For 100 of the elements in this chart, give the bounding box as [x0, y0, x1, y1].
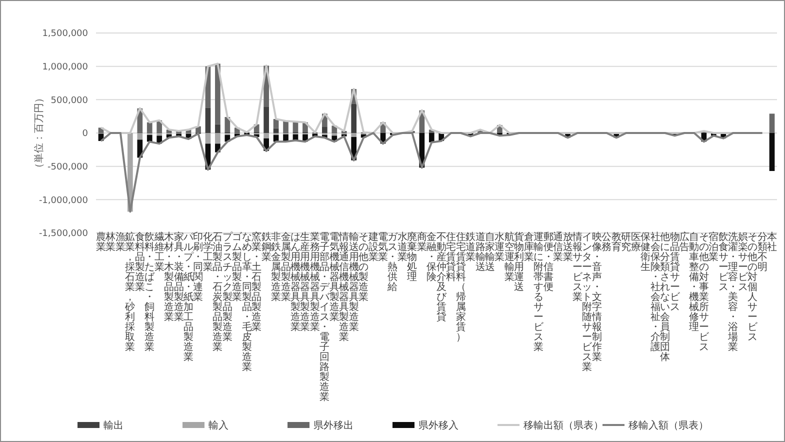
- category-label: 情報通信機械器具製造業: [339, 232, 350, 343]
- x-tick-label: 医療: [630, 232, 641, 253]
- category-label: その他の対事業所サービス: [698, 232, 709, 353]
- x-tick-label: 娯楽サービス: [738, 232, 749, 293]
- bar: [273, 128, 279, 133]
- x-tick-label: 住宅賃貸料: [446, 232, 456, 283]
- bar: [769, 114, 775, 133]
- category-label: 不動産仲介及び賃貸: [436, 232, 446, 323]
- category-label: 鉱業，採石業，砂利採取業: [125, 232, 136, 353]
- bar: [146, 122, 152, 132]
- x-tick-label: 研究: [621, 232, 632, 253]
- bar: [215, 133, 220, 144]
- bar: [351, 133, 357, 137]
- category-label: 自動車整備・機械修理: [689, 232, 700, 333]
- x-tick-label: 保健衛生: [640, 232, 651, 273]
- bar: [156, 133, 162, 136]
- bar: [215, 124, 220, 133]
- line-series: [100, 132, 764, 213]
- x-tick-label: 倉庫業: [524, 231, 534, 263]
- bar: [351, 104, 357, 133]
- category-label: 電子部品・デバイス・電子回路製造業: [320, 232, 330, 403]
- y-tick-label: -1,000,000: [38, 196, 88, 206]
- category-label: 輸送用機械器具製造業: [348, 232, 359, 333]
- category-label: はん用機械器具製造業: [290, 232, 300, 333]
- legend-label: 移輸入額（県表）: [628, 420, 708, 432]
- bar: [205, 108, 211, 133]
- y-tick-label: -500,000: [48, 162, 88, 172]
- x-tick-label: 林業: [104, 231, 116, 253]
- category-label: 運輸に附帯するサービス業: [534, 232, 544, 353]
- legend-label: 県外移出: [314, 420, 354, 432]
- y-axis-title: （単位：百万円）: [33, 93, 45, 173]
- category-label: なめし革・同製品・毛皮製造業: [242, 232, 252, 373]
- category-label: プラスチック製品製造業: [222, 232, 232, 343]
- category-label: 業務用機械器具製造業: [310, 232, 320, 333]
- y-tick-label: 1,000,000: [42, 62, 88, 72]
- category-label: その他の対個人サービス: [748, 232, 758, 343]
- x-tick-label: 宿泊業: [708, 231, 719, 263]
- legend-label: 輸出: [104, 420, 124, 432]
- y-tick-label: 500,000: [50, 96, 88, 106]
- legend-label: 移輸出額（県表）: [524, 420, 604, 432]
- x-tick-label: 広告: [679, 231, 690, 253]
- bar: [264, 133, 269, 138]
- x-tick-label: 郵便・信書便: [543, 231, 554, 293]
- category-label: 家具・装備品製造業: [174, 232, 184, 323]
- legend-label: 輸入: [208, 420, 228, 432]
- bar: [769, 133, 775, 171]
- x-tick-label: 金属製品製造業: [280, 231, 291, 303]
- x-tick-label: 水道業: [397, 231, 408, 263]
- x-tick-label: 建設業: [367, 231, 378, 263]
- bar: [205, 133, 211, 144]
- x-tick-label: 印刷・同関連業: [193, 231, 204, 303]
- x-tick-label: ガス・熱供給: [386, 232, 399, 293]
- category-label: 木材・木製品製造業: [164, 232, 174, 323]
- x-tick-label: 化学工業: [202, 231, 213, 273]
- x-tick-label: 繊維工業: [153, 231, 164, 273]
- bar: [332, 133, 338, 136]
- bar: [283, 121, 288, 132]
- x-tick-label: 水運業: [494, 231, 505, 263]
- y-tick-label: 1,500,000: [42, 29, 88, 40]
- x-tick-label: 電気業: [378, 232, 388, 263]
- x-tick-label: 自家輸送: [484, 231, 495, 273]
- category-label: 飲料・たばこ・飼料製造業: [144, 232, 155, 353]
- category-label: 窯業・土石製品製造業: [252, 232, 262, 333]
- category-label: 映像・音声・文字情報制作業: [592, 232, 602, 363]
- x-tick-label: 鉄道業: [466, 231, 476, 263]
- bar: [264, 107, 269, 133]
- x-tick-label: 鉄鋼業: [261, 231, 272, 263]
- x-tick-label: 飲食サービス: [718, 232, 730, 293]
- x-tick-label: 非鉄金属製造業: [271, 231, 282, 303]
- category-label: 石油製品・石炭製品製造業: [212, 232, 223, 353]
- x-tick-label: 金融・保険: [426, 231, 437, 283]
- x-tick-label: その他の製造業: [358, 232, 369, 303]
- x-tick-label: 航空運輸業: [504, 231, 514, 283]
- x-tick-label: 物品賃貸サービス: [670, 232, 681, 313]
- bar: [137, 140, 143, 158]
- x-tick-label: 公務: [602, 231, 612, 253]
- x-tick-label: 廃棄物処理: [407, 231, 418, 283]
- y-tick-label: 0: [82, 129, 88, 140]
- bar: [428, 133, 434, 142]
- x-tick-label: 漁業: [115, 231, 126, 253]
- bar: [224, 117, 230, 132]
- bar: [322, 127, 328, 133]
- bar: [146, 135, 152, 142]
- x-tick-label: 商業: [416, 231, 427, 253]
- x-tick-label: 分類不明: [757, 231, 768, 273]
- x-tick-label: 放送業: [562, 232, 573, 263]
- x-tick-label: 通信業: [553, 231, 564, 263]
- bar: [137, 133, 143, 140]
- x-tick-label: 貨物利用運送: [514, 231, 524, 293]
- category-label: 電気機械器具製造業: [329, 232, 340, 323]
- x-tick-label: 食料品製造業: [134, 231, 145, 293]
- y-tick-label: -1,500,000: [38, 229, 88, 240]
- x-tick-label: ゴム製品製造業: [232, 231, 244, 303]
- x-tick-label: 教育: [611, 232, 622, 253]
- category-label: 生産用機械器具製造業: [300, 232, 310, 333]
- x-tick-label: 道路輸送: [475, 231, 486, 273]
- category-label: 社会保険・社会福祉・介護: [650, 232, 660, 353]
- x-tick-label: 情報サービス業: [572, 231, 584, 303]
- category-label: 住宅賃貸料（帰属家賃）: [456, 232, 466, 343]
- category-label: インターネット附随サービス業: [582, 232, 592, 373]
